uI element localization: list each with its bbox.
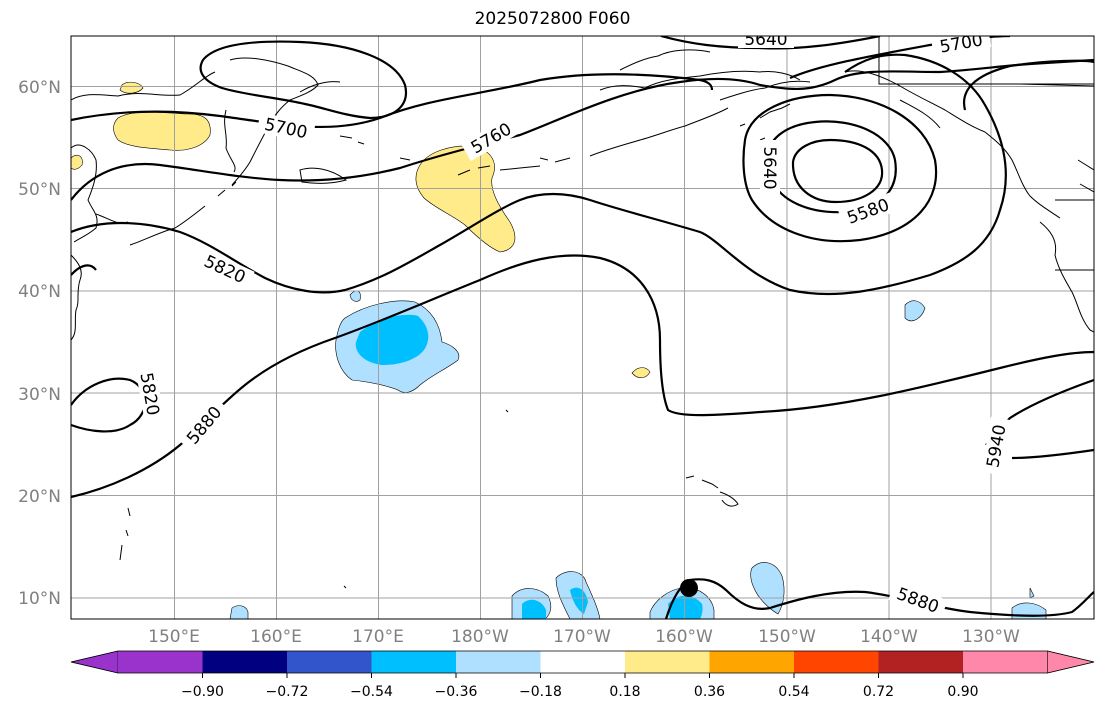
lon-label: 170°W <box>553 627 611 647</box>
colorbar-tick-label: −0.72 <box>266 684 309 700</box>
colorbar-tick-label: −0.18 <box>519 684 562 700</box>
lat-label: 10°N <box>18 589 61 609</box>
colorbar-segment <box>794 651 879 673</box>
colorbar-segment <box>287 651 372 673</box>
lon-label: 150°W <box>758 627 816 647</box>
lat-label: 20°N <box>18 487 61 507</box>
colorbar-segment <box>878 651 963 673</box>
colorbar: −0.90 −0.72 −0.54 −0.36 −0.18 0.18 0.36 … <box>70 650 1095 700</box>
lat-label: 50°N <box>18 180 61 200</box>
location-marker <box>680 579 698 597</box>
contour-label-5640-top: 5640 <box>744 30 787 50</box>
colorbar-segment <box>456 651 541 673</box>
lon-label: 170°E <box>352 627 404 647</box>
colorbar-tick-label: −0.90 <box>181 684 224 700</box>
colorbar-extend-high <box>1047 650 1095 674</box>
lat-label: 30°N <box>18 385 61 405</box>
contour-label-5640-low: 5640 <box>759 146 779 189</box>
colorbar-segment <box>540 651 625 673</box>
colorbar-segment <box>118 651 203 673</box>
lat-label: 60°N <box>18 78 61 98</box>
colorbar-ticks <box>202 673 964 678</box>
lon-labels: 150°E 160°E 170°E 180°W 170°W 160°W 150°… <box>148 627 1020 647</box>
colorbar-tick-label: 0.90 <box>947 684 978 700</box>
colorbar-segment <box>709 651 794 673</box>
height-contours <box>71 36 1094 619</box>
lon-label: 130°W <box>962 627 1020 647</box>
colorbar-tick-label: 0.18 <box>609 684 640 700</box>
colorbar-tick-label: −0.36 <box>435 684 478 700</box>
lon-label: 160°E <box>250 627 302 647</box>
colorbar-segment <box>371 651 456 673</box>
map-frame <box>70 35 1095 620</box>
lon-label: 180°W <box>451 627 509 647</box>
lon-label: 160°W <box>655 627 713 647</box>
shading-positive <box>71 81 651 379</box>
coastlines <box>71 36 1094 589</box>
shading-negative <box>229 290 1047 619</box>
colorbar-tick-label: −0.54 <box>350 684 393 700</box>
lat-labels: 60°N 50°N 40°N 30°N 20°N 10°N <box>18 78 61 609</box>
colorbar-extend-low <box>70 650 119 674</box>
map-title: 2025072800 F060 <box>474 9 631 29</box>
lat-label: 40°N <box>18 282 61 302</box>
colorbar-segment <box>963 651 1048 673</box>
colorbar-tick-label: 0.72 <box>863 684 894 700</box>
lon-label: 150°E <box>148 627 200 647</box>
colorbar-outline <box>70 650 1095 674</box>
colorbar-tick-label: 0.54 <box>778 684 809 700</box>
lon-label: 140°W <box>860 627 918 647</box>
colorbar-tick-label: 0.36 <box>694 684 725 700</box>
colorbar-segment <box>625 651 710 673</box>
map-panel: 5640 5700 5700 5760 5640 5580 5820 5820 … <box>70 30 1095 620</box>
colorbar-segment <box>202 651 287 673</box>
